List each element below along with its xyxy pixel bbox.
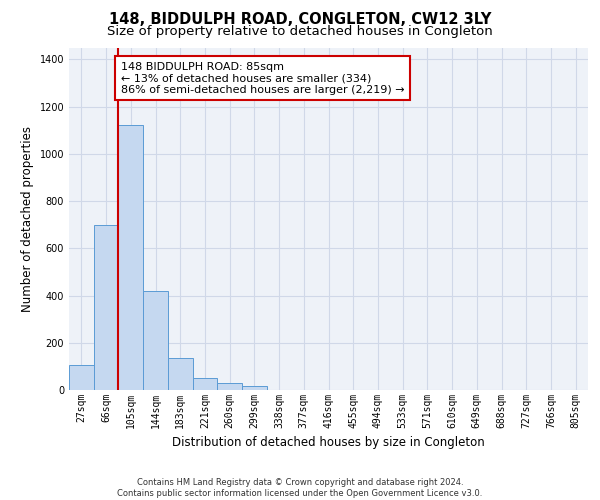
Bar <box>143 291 168 390</box>
Text: Contains HM Land Registry data © Crown copyright and database right 2024.
Contai: Contains HM Land Registry data © Crown c… <box>118 478 482 498</box>
Bar <box>168 358 193 390</box>
X-axis label: Distribution of detached houses by size in Congleton: Distribution of detached houses by size … <box>172 436 485 450</box>
Y-axis label: Number of detached properties: Number of detached properties <box>21 126 34 312</box>
Bar <box>118 126 143 390</box>
Bar <box>217 383 242 390</box>
Bar <box>193 378 217 390</box>
Text: 148, BIDDULPH ROAD, CONGLETON, CW12 3LY: 148, BIDDULPH ROAD, CONGLETON, CW12 3LY <box>109 12 491 28</box>
Bar <box>94 224 118 390</box>
Text: Size of property relative to detached houses in Congleton: Size of property relative to detached ho… <box>107 25 493 38</box>
Bar <box>242 386 267 390</box>
Bar <box>69 365 94 390</box>
Text: 148 BIDDULPH ROAD: 85sqm
← 13% of detached houses are smaller (334)
86% of semi-: 148 BIDDULPH ROAD: 85sqm ← 13% of detach… <box>121 62 404 95</box>
